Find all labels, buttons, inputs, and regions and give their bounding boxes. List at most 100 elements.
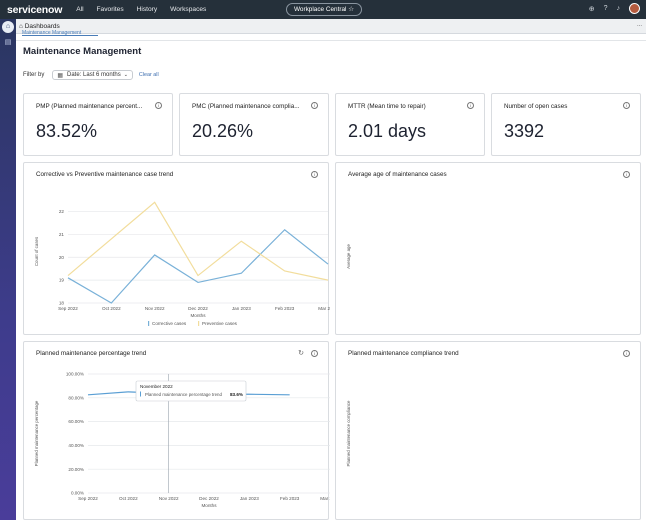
- date-filter-dropdown[interactable]: ▦ Date: Last 6 months ⌄: [52, 70, 133, 80]
- main-nav: All Favorites History Workspaces: [76, 6, 219, 13]
- workspace-icon[interactable]: ▤: [4, 39, 12, 46]
- sidebar: ⌂ ▤: [0, 19, 16, 520]
- kpi-value: 20.26%: [192, 121, 254, 141]
- y-axis-label: Average age: [346, 244, 351, 269]
- x-tick-label: Mar 2023: [318, 306, 330, 311]
- bell-icon[interactable]: ♪: [616, 5, 621, 12]
- x-tick-label: Sep 2022: [58, 306, 78, 311]
- line-chart[interactable]: 0.00%20.00%40.00%60.00%80.00%100.00%Sep …: [336, 342, 642, 521]
- info-icon[interactable]: i: [311, 350, 318, 357]
- tooltip-swatch: [140, 391, 141, 397]
- y-tick-label: 20.00%: [68, 467, 84, 472]
- kpi-card-mttr[interactable]: MTTR (Mean time to repair) i 2.01 days: [335, 93, 485, 156]
- tooltip-header: November 2022: [140, 384, 173, 389]
- tooltip-value: 83.6%: [230, 392, 243, 397]
- y-tick-label: 0.00%: [71, 491, 84, 496]
- clear-all-link[interactable]: Clear all: [138, 72, 159, 78]
- tooltip-box: [135, 380, 247, 402]
- x-tick-label: Sep 2022: [78, 496, 98, 501]
- help-icon[interactable]: ?: [603, 5, 608, 12]
- kpi-title: PMC (Planned maintenance complia...: [192, 103, 300, 110]
- info-icon[interactable]: i: [623, 171, 630, 178]
- nav-workspaces[interactable]: Workspaces: [170, 6, 207, 13]
- divider: [16, 40, 646, 41]
- top-navigation-bar: servicenow All Favorites History Workspa…: [0, 0, 646, 19]
- refresh-icon[interactable]: ↻: [298, 350, 304, 357]
- tab-dashboards[interactable]: ⌂ Dashboards: [19, 23, 60, 30]
- y-tick-label: 60.00%: [68, 419, 84, 424]
- chart-title: Corrective vs Preventive maintenance cas…: [36, 171, 174, 178]
- y-tick-label: 18: [59, 301, 65, 306]
- line-chart[interactable]: 0.00%20.00%40.00%60.00%80.00%100.00%Sep …: [24, 342, 330, 521]
- chart-card-average-age: Average age of maintenance cases i 0 day…: [335, 162, 641, 335]
- legend-label: Corrective cases: [152, 321, 187, 326]
- legend-label: Preventive cases: [202, 321, 238, 326]
- chart-title: Planned maintenance percentage trend: [36, 350, 147, 357]
- chart-card-planned-compliance: Planned maintenance compliance trend i 0…: [335, 341, 641, 520]
- y-tick-label: 22: [59, 209, 65, 214]
- y-tick-label: 21: [59, 232, 65, 237]
- kpi-card-pmc[interactable]: PMC (Planned maintenance complia... i 20…: [179, 93, 329, 156]
- legend-swatch: [198, 321, 200, 326]
- x-tick-label: Jan 2023: [232, 306, 251, 311]
- workspace-pill[interactable]: Workplace Central ☆: [286, 3, 362, 16]
- y-axis-label: Planned maintenance percentage: [34, 400, 39, 466]
- y-tick-label: 80.00%: [68, 395, 84, 400]
- chart-title: Average age of maintenance cases: [348, 171, 447, 178]
- servicenow-logo[interactable]: servicenow: [7, 3, 63, 16]
- kpi-value: 83.52%: [36, 121, 98, 141]
- more-icon[interactable]: ...: [636, 22, 642, 28]
- y-axis-label: Planned maintenance compliance: [346, 400, 351, 466]
- tab-subtitle: Maintenance Management: [22, 30, 98, 36]
- kpi-card-open-cases[interactable]: Number of open cases i 3392: [491, 93, 641, 156]
- x-tick-label: Feb 2023: [275, 306, 295, 311]
- avatar[interactable]: [629, 3, 640, 14]
- chart-title: Planned maintenance compliance trend: [348, 350, 459, 357]
- info-icon[interactable]: i: [311, 102, 318, 109]
- kpi-value: 3392: [504, 121, 545, 141]
- nav-history[interactable]: History: [136, 6, 158, 13]
- chart-card-planned-percentage: Planned maintenance percentage trend ↻ i…: [23, 341, 330, 521]
- x-tick-label: Nov 2022: [159, 496, 179, 501]
- x-tick-label: Dec 2022: [188, 306, 208, 311]
- y-tick-label: 20: [59, 255, 65, 260]
- tab-bar: [0, 19, 646, 34]
- chart-card-corrective-preventive: Corrective vs Preventive maintenance cas…: [23, 162, 330, 336]
- x-axis-label: Months: [190, 313, 206, 318]
- x-tick-label: Nov 2022: [145, 306, 165, 311]
- nav-all[interactable]: All: [76, 6, 84, 13]
- kpi-value: 2.01 days: [348, 121, 427, 141]
- home-icon[interactable]: ⌂: [2, 21, 14, 33]
- info-icon[interactable]: i: [623, 350, 630, 357]
- tooltip-label: Planned maintenance percentage trend: [145, 392, 222, 397]
- x-tick-label: Oct 2022: [119, 496, 138, 501]
- info-icon[interactable]: i: [311, 171, 318, 178]
- filter-bar: Filter by ▦ Date: Last 6 months ⌄ Clear …: [23, 70, 159, 80]
- chevron-down-icon: ⌄: [123, 72, 128, 78]
- y-axis-label: Count of cases: [34, 236, 39, 266]
- filter-label: Filter by: [23, 72, 45, 78]
- series-line-0: [67, 228, 329, 304]
- line-chart[interactable]: 0 days2.00 days4.00 days6.00 days8.00 da…: [336, 163, 642, 336]
- globe-icon[interactable]: ⊕: [588, 5, 595, 13]
- series-line-1: [67, 201, 329, 281]
- x-tick-label: Mar 2023: [320, 496, 330, 501]
- kpi-title: PMP (Planned maintenance percent...: [36, 103, 143, 110]
- kpi-title: MTTR (Mean time to repair): [348, 103, 426, 110]
- kpi-title: Number of open cases: [504, 103, 568, 110]
- page-title: Maintenance Management: [23, 46, 142, 57]
- info-icon[interactable]: i: [467, 102, 474, 109]
- nav-favorites[interactable]: Favorites: [96, 6, 124, 13]
- calendar-icon: ▦: [57, 72, 64, 79]
- x-axis-label: Months: [201, 503, 217, 508]
- x-tick-label: Jan 2023: [240, 496, 259, 501]
- info-icon[interactable]: i: [623, 102, 630, 109]
- info-icon[interactable]: i: [155, 102, 162, 109]
- x-tick-label: Oct 2022: [102, 306, 121, 311]
- x-tick-label: Feb 2023: [280, 496, 300, 501]
- legend-swatch: [148, 321, 150, 326]
- kpi-card-pmp[interactable]: PMP (Planned maintenance percent... i 83…: [23, 93, 173, 156]
- y-tick-label: 40.00%: [68, 443, 84, 448]
- y-tick-label: 19: [59, 278, 65, 283]
